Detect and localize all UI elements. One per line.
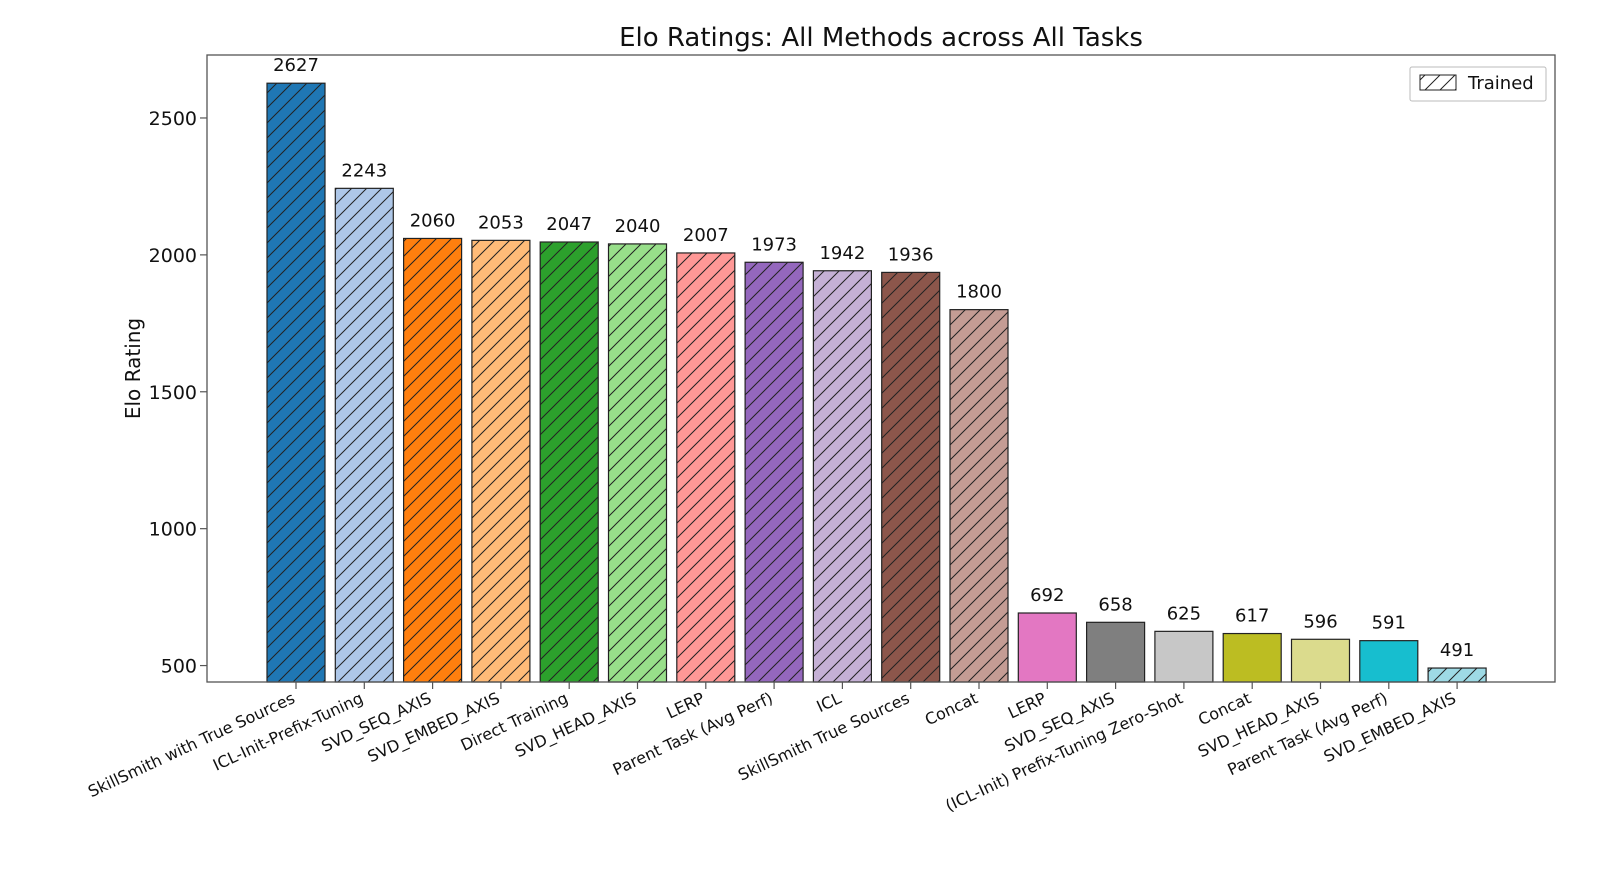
bar xyxy=(1017,612,1077,683)
bar xyxy=(1359,640,1419,683)
legend-label: Trained xyxy=(1467,73,1534,94)
bar-hatch xyxy=(950,309,1008,682)
value-label: 2243 xyxy=(341,160,387,181)
value-labels-group: 2627 2243 2060 2053 2047 2040 2007 1973 1942 1936… xyxy=(273,55,1474,661)
value-label: 1936 xyxy=(888,244,934,265)
value-label: 596 xyxy=(1303,611,1337,632)
legend: Trained xyxy=(1409,66,1547,102)
bar xyxy=(1222,632,1282,683)
x-tick-label: ICL xyxy=(814,688,845,716)
bar xyxy=(1085,621,1146,683)
value-label: 491 xyxy=(1440,640,1474,661)
value-label: 2053 xyxy=(478,212,524,233)
bar-hatch xyxy=(881,272,940,682)
y-tick-label: 1500 xyxy=(149,382,197,404)
legend-swatch-hatch xyxy=(1420,75,1456,90)
bar-hatch xyxy=(608,243,667,683)
bar-hatch xyxy=(540,242,599,682)
x-tick-label: LERP xyxy=(663,688,707,722)
bar-hatch xyxy=(267,83,325,683)
y-tick-label: 500 xyxy=(161,656,197,678)
x-tick-label: Concat xyxy=(922,688,981,729)
y-tick-label: 1000 xyxy=(149,519,197,541)
value-label: 625 xyxy=(1167,603,1201,624)
bar xyxy=(1290,638,1351,683)
value-label: 2060 xyxy=(410,210,456,231)
x-tick-label: LERP xyxy=(1005,688,1049,722)
value-label: 692 xyxy=(1030,585,1064,606)
value-label: 1942 xyxy=(819,243,865,264)
value-label: 617 xyxy=(1235,606,1269,627)
value-label: 1973 xyxy=(751,234,797,255)
plot-frame xyxy=(206,54,1556,683)
bars-group xyxy=(266,82,1487,683)
bar-hatch xyxy=(335,188,394,682)
value-label: 658 xyxy=(1098,594,1132,615)
x-tick-label: (ICL-Init) Prefix-Tuning Zero-Shot xyxy=(942,688,1185,815)
chart-title: Elo Ratings: All Methods across All Task… xyxy=(619,23,1143,53)
bar-hatch xyxy=(813,270,872,682)
value-label: 2007 xyxy=(683,225,729,246)
value-label: 2047 xyxy=(546,214,592,235)
value-label: 2040 xyxy=(615,216,661,237)
value-label: 1800 xyxy=(956,282,1002,303)
value-label: 591 xyxy=(1372,613,1406,634)
bar-hatch xyxy=(745,262,804,682)
y-tick-label: 2500 xyxy=(149,108,197,130)
bar xyxy=(1154,630,1214,683)
y-tick-label: 2000 xyxy=(149,245,197,267)
x-tick-label: SVD_HEAD_AXIS xyxy=(512,688,640,762)
bar-hatch xyxy=(403,238,462,682)
y-axis: 500 1000 1500 2000 2500 xyxy=(149,108,207,678)
y-axis-label: Elo Rating xyxy=(121,318,145,419)
x-axis: SkillSmith with True SourcesICL-Init-Pre… xyxy=(85,682,1459,815)
value-label: 2627 xyxy=(273,55,319,76)
bar-hatch xyxy=(676,252,735,682)
bar-hatch xyxy=(1428,668,1487,682)
bar-hatch xyxy=(471,240,530,683)
